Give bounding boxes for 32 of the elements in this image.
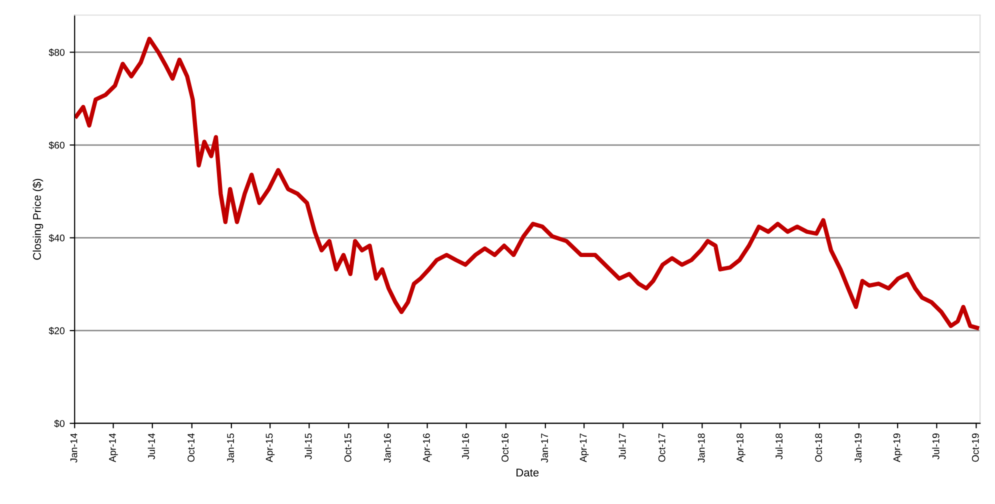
x-tick-label: Jan-15 xyxy=(227,433,234,463)
y-tick-label: $0 xyxy=(54,420,65,428)
x-tick-label: Jan-17 xyxy=(541,434,548,463)
x-tick-label: Apr-15 xyxy=(266,433,275,462)
x-tick-label: Jan-18 xyxy=(698,434,705,463)
line-series xyxy=(74,36,980,330)
x-tick-label: Jan-19 xyxy=(854,434,862,463)
x-tick-label: Apr-16 xyxy=(422,434,432,462)
y-tick-label: $80 xyxy=(48,48,65,56)
x-tick-label: Oct-15 xyxy=(344,433,352,462)
y-tick-label: $60 xyxy=(48,141,65,150)
x-tick-label: Oct-18 xyxy=(815,434,822,462)
x-tick-label: Jul-19 xyxy=(932,434,940,460)
x-tick-label: Oct-16 xyxy=(502,434,508,462)
x-tick-label: Oct-14 xyxy=(188,433,194,462)
x-tick-label: Oct-19 xyxy=(972,434,979,462)
x-tick-label: Apr-17 xyxy=(580,434,589,462)
x-tick-label: Jul-16 xyxy=(462,434,469,460)
x-tick-label: Jul-18 xyxy=(775,434,783,460)
x-tick-label: Apr-14 xyxy=(109,433,118,462)
x-tick-label: Apr-18 xyxy=(736,434,746,462)
x-tick-label: Apr-19 xyxy=(893,434,902,462)
x-tick-label: Jul-14 xyxy=(148,433,155,460)
x-tick-label: Jan-14 xyxy=(70,433,78,463)
x-tick-label: Jul-15 xyxy=(304,433,312,460)
x-tick-label: Oct-17 xyxy=(658,434,666,462)
y-tick-label: $40 xyxy=(48,234,65,242)
y-tick-label: $20 xyxy=(48,326,65,335)
x-axis-title: Date xyxy=(516,468,539,477)
x-tick-label: Jan-16 xyxy=(384,434,391,463)
x-tick-label: Jul-17 xyxy=(618,434,626,460)
y-axis-title: Closing Price ($) xyxy=(32,178,44,260)
